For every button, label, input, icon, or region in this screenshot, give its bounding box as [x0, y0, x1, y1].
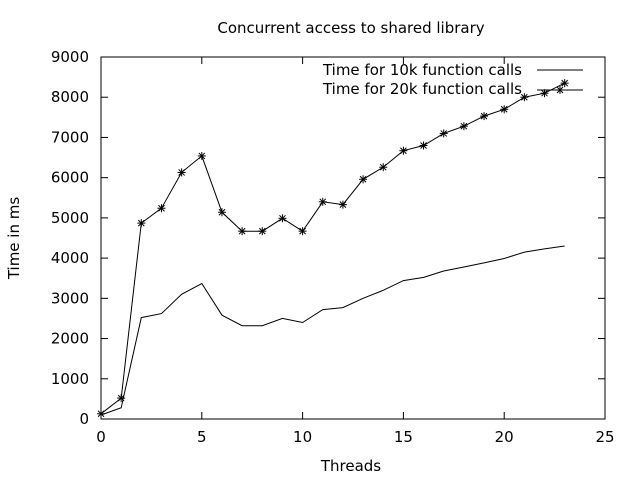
data-point-star	[217, 208, 226, 217]
series-2	[97, 79, 569, 418]
data-point-star	[197, 151, 206, 160]
y-tick-label: 8000	[51, 88, 89, 106]
data-point-star	[399, 146, 408, 155]
data-point-star	[298, 227, 307, 236]
y-tick-label: 3000	[51, 289, 89, 307]
data-point-star	[137, 219, 146, 228]
legend-label-20k: Time for 20k function calls	[322, 80, 522, 98]
data-point-star	[480, 112, 489, 121]
y-tick-label: 4000	[51, 249, 89, 267]
data-point-star	[157, 204, 166, 213]
y-tick-label: 5000	[51, 209, 89, 227]
x-axis-label: Threads	[320, 457, 381, 475]
y-tick-label: 6000	[51, 169, 89, 187]
x-tick-label: 0	[96, 428, 106, 446]
y-tick-label: 0	[79, 410, 89, 428]
data-point-star	[419, 141, 428, 150]
data-point-star	[258, 227, 267, 236]
chart-title: Concurrent access to shared library	[217, 19, 484, 37]
data-point-star	[318, 197, 327, 206]
legend-star-marker-icon	[556, 86, 564, 94]
data-point-star	[500, 105, 509, 114]
x-tick-label: 15	[394, 428, 413, 446]
series-layer	[97, 79, 569, 418]
data-point-star	[177, 168, 186, 177]
legend: Time for 10k function calls Time for 20k…	[322, 61, 583, 98]
legend-label-10k: Time for 10k function calls	[322, 61, 522, 79]
data-point-star	[560, 79, 569, 88]
legend-entry-10k: Time for 10k function calls	[322, 61, 583, 79]
data-point-star	[338, 200, 347, 209]
y-axis-label: Time in ms	[5, 197, 23, 281]
data-point-star	[540, 89, 549, 98]
data-point-star	[459, 122, 468, 131]
data-point-star	[439, 129, 448, 138]
x-tick-label: 20	[495, 428, 514, 446]
x-tick-label: 25	[595, 428, 614, 446]
data-point-star	[117, 394, 126, 403]
data-point-star	[278, 214, 287, 223]
data-point-star	[359, 175, 368, 184]
data-point-star	[238, 227, 247, 236]
plot-frame	[100, 56, 606, 420]
legend-star	[556, 86, 564, 94]
x-tick-label: 5	[197, 428, 207, 446]
y-axis: 0 1000 2000 3000 4000 5000 6000 7000 8000 9000	[51, 48, 605, 428]
y-tick-label: 9000	[51, 48, 89, 66]
series-1	[100, 245, 565, 416]
x-tick-label: 10	[293, 428, 312, 446]
series-line	[100, 245, 565, 416]
data-point-star	[520, 93, 529, 102]
y-tick-label: 1000	[51, 370, 89, 388]
x-axis: 0 5 10 15 20 25	[96, 57, 615, 446]
y-tick-label: 7000	[51, 128, 89, 146]
data-point-star	[97, 409, 105, 418]
series-line	[100, 82, 565, 415]
y-tick-label: 2000	[51, 330, 89, 348]
legend-entry-20k: Time for 20k function calls	[322, 80, 583, 98]
data-point-star	[379, 163, 388, 172]
